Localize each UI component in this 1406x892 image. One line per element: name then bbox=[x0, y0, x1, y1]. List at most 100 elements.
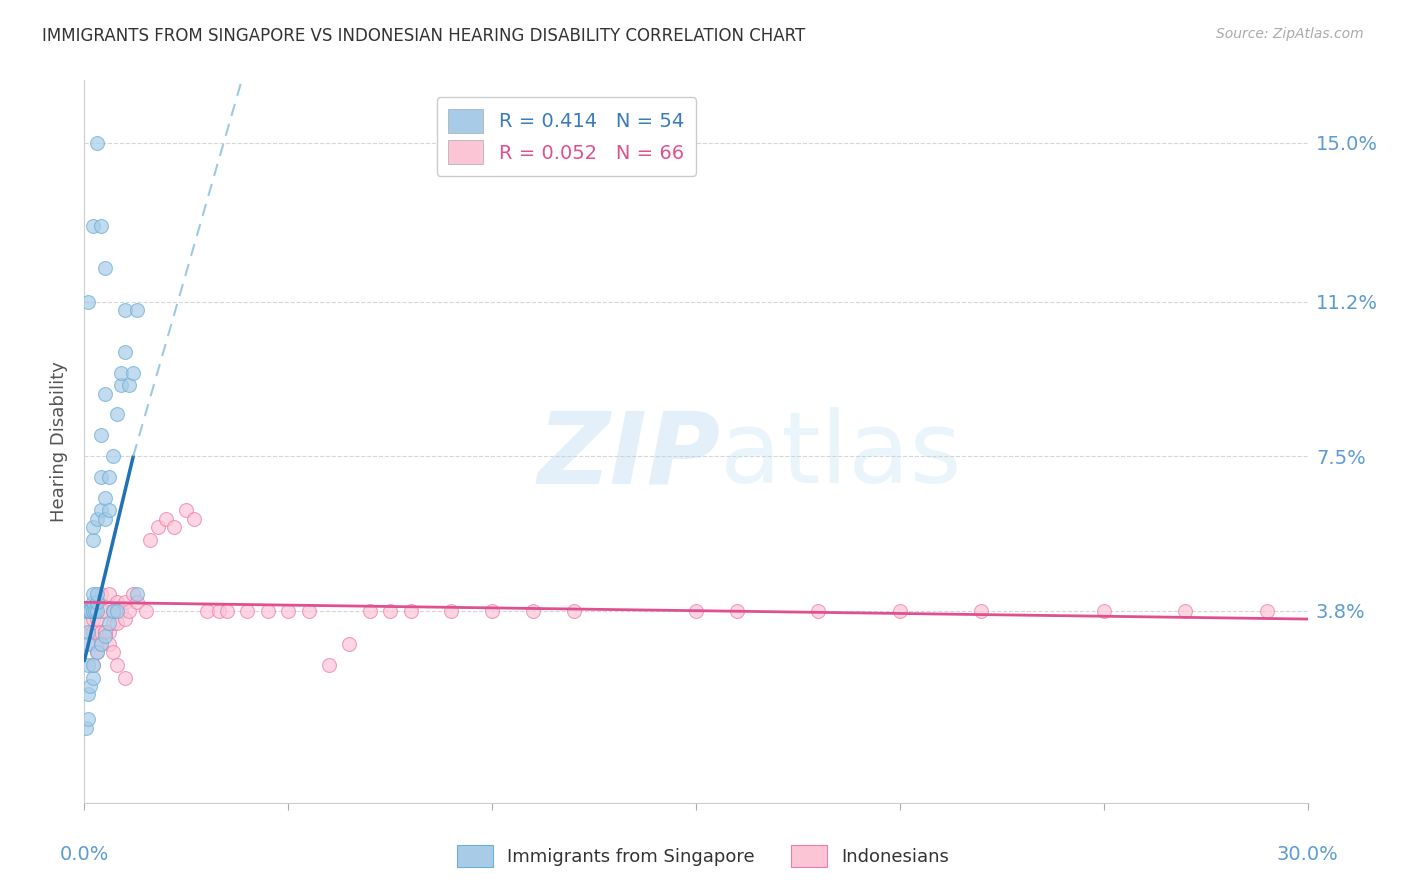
Point bbox=[105, 657, 128, 672]
Point bbox=[82, 671, 104, 685]
Point bbox=[105, 616, 128, 631]
Point bbox=[135, 604, 157, 618]
Point bbox=[101, 449, 124, 463]
Point bbox=[163, 520, 186, 534]
Point bbox=[339, 637, 361, 651]
Point bbox=[82, 219, 104, 234]
Point bbox=[77, 624, 100, 639]
Point bbox=[127, 303, 149, 318]
Point bbox=[93, 604, 115, 618]
Text: atlas: atlas bbox=[720, 408, 962, 505]
Point bbox=[685, 604, 707, 618]
Point bbox=[217, 604, 239, 618]
Point bbox=[82, 595, 104, 609]
Point bbox=[522, 604, 544, 618]
Point bbox=[105, 595, 128, 609]
Point bbox=[86, 512, 108, 526]
Point bbox=[77, 687, 100, 701]
Point bbox=[97, 616, 120, 631]
Point bbox=[82, 612, 104, 626]
Point bbox=[1092, 604, 1115, 618]
Text: 30.0%: 30.0% bbox=[1277, 845, 1339, 863]
Point bbox=[93, 491, 115, 505]
Point bbox=[90, 624, 112, 639]
Point bbox=[77, 712, 100, 726]
Point bbox=[440, 604, 463, 618]
Point bbox=[93, 261, 115, 276]
Point bbox=[127, 587, 149, 601]
Point bbox=[82, 587, 104, 601]
Point bbox=[257, 604, 280, 618]
Point bbox=[77, 624, 100, 639]
Point bbox=[83, 604, 105, 618]
Point bbox=[90, 637, 112, 651]
Point bbox=[86, 624, 108, 639]
Text: ZIP: ZIP bbox=[537, 408, 720, 505]
Point bbox=[90, 587, 112, 601]
Point bbox=[114, 595, 136, 609]
Point bbox=[114, 303, 136, 318]
Y-axis label: Hearing Disability: Hearing Disability bbox=[49, 361, 67, 522]
Point bbox=[277, 604, 299, 618]
Point bbox=[86, 645, 108, 659]
Point bbox=[82, 604, 104, 618]
Point bbox=[298, 604, 321, 618]
Point bbox=[77, 294, 100, 309]
Point bbox=[90, 428, 112, 442]
Point bbox=[110, 604, 132, 618]
Point bbox=[97, 587, 120, 601]
Point bbox=[105, 408, 128, 422]
Point bbox=[97, 470, 120, 484]
Point bbox=[138, 533, 160, 547]
Point bbox=[118, 604, 141, 618]
Point bbox=[86, 587, 108, 601]
Point bbox=[114, 612, 136, 626]
Point bbox=[86, 612, 108, 626]
Point bbox=[82, 624, 104, 639]
Point bbox=[122, 587, 145, 601]
Point bbox=[208, 604, 231, 618]
Point bbox=[90, 470, 112, 484]
Point bbox=[114, 671, 136, 685]
Point bbox=[562, 604, 585, 618]
Point bbox=[79, 679, 101, 693]
Point bbox=[101, 604, 124, 618]
Point bbox=[481, 604, 503, 618]
Point bbox=[93, 386, 115, 401]
Point bbox=[90, 219, 112, 234]
Point bbox=[970, 604, 993, 618]
Point bbox=[236, 604, 259, 618]
Point bbox=[1174, 604, 1197, 618]
Point bbox=[75, 721, 97, 735]
Point bbox=[155, 512, 177, 526]
Point bbox=[318, 657, 340, 672]
Text: Source: ZipAtlas.com: Source: ZipAtlas.com bbox=[1216, 27, 1364, 41]
Point bbox=[110, 378, 132, 392]
Point bbox=[122, 366, 145, 380]
Point bbox=[82, 604, 104, 618]
Point bbox=[82, 520, 104, 534]
Point bbox=[86, 645, 108, 659]
Point bbox=[105, 604, 128, 618]
Point bbox=[77, 657, 100, 672]
Point bbox=[86, 595, 108, 609]
Point bbox=[725, 604, 748, 618]
Point bbox=[118, 378, 141, 392]
Point bbox=[86, 604, 108, 618]
Legend: R = 0.414   N = 54, R = 0.052   N = 66: R = 0.414 N = 54, R = 0.052 N = 66 bbox=[437, 97, 696, 176]
Point bbox=[86, 595, 108, 609]
Point bbox=[86, 136, 108, 150]
Point bbox=[82, 657, 104, 672]
Point bbox=[79, 604, 101, 618]
Point bbox=[93, 512, 115, 526]
Point bbox=[82, 604, 104, 618]
Point bbox=[82, 637, 104, 651]
Point bbox=[127, 595, 149, 609]
Point bbox=[97, 637, 120, 651]
Point bbox=[82, 657, 104, 672]
Legend: Immigrants from Singapore, Indonesians: Immigrants from Singapore, Indonesians bbox=[450, 838, 956, 874]
Point bbox=[183, 512, 205, 526]
Point bbox=[101, 604, 124, 618]
Point bbox=[93, 624, 115, 639]
Point bbox=[359, 604, 381, 618]
